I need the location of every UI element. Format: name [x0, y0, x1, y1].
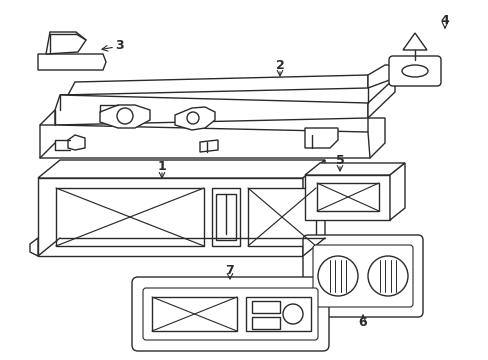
Ellipse shape [401, 65, 427, 77]
Polygon shape [200, 140, 218, 152]
Polygon shape [402, 33, 426, 50]
Text: 2: 2 [275, 59, 284, 72]
Bar [152, 297, 237, 331]
Text: 5: 5 [335, 153, 344, 166]
Polygon shape [305, 175, 389, 220]
FancyBboxPatch shape [142, 288, 317, 340]
Polygon shape [303, 160, 325, 256]
Text: 1: 1 [157, 159, 166, 172]
Polygon shape [68, 135, 85, 150]
Text: 7: 7 [225, 264, 234, 276]
Polygon shape [389, 163, 404, 220]
Polygon shape [38, 160, 325, 178]
Polygon shape [305, 128, 337, 148]
Circle shape [367, 256, 407, 296]
Polygon shape [367, 65, 394, 88]
Bar [212, 188, 240, 246]
Polygon shape [100, 105, 150, 128]
Polygon shape [46, 32, 86, 54]
Text: 6: 6 [358, 315, 366, 328]
Text: 4: 4 [440, 14, 448, 27]
Bar [247, 188, 315, 246]
Polygon shape [40, 118, 384, 158]
Text: 3: 3 [116, 39, 124, 51]
Polygon shape [38, 54, 106, 70]
Polygon shape [305, 163, 404, 175]
FancyBboxPatch shape [312, 245, 412, 307]
Polygon shape [60, 75, 367, 95]
Polygon shape [38, 178, 303, 256]
Circle shape [186, 112, 199, 124]
Bar [216, 194, 236, 240]
Circle shape [283, 304, 303, 324]
FancyBboxPatch shape [132, 277, 328, 351]
FancyBboxPatch shape [388, 56, 440, 86]
Bar [56, 188, 203, 246]
Bar [251, 317, 280, 329]
Bar [316, 183, 378, 211]
Bar [245, 297, 310, 331]
Polygon shape [30, 238, 38, 256]
Polygon shape [367, 78, 394, 118]
Bar [251, 301, 280, 313]
Circle shape [117, 108, 133, 124]
Polygon shape [175, 107, 215, 130]
FancyBboxPatch shape [303, 235, 422, 317]
Polygon shape [55, 95, 367, 125]
Circle shape [317, 256, 357, 296]
